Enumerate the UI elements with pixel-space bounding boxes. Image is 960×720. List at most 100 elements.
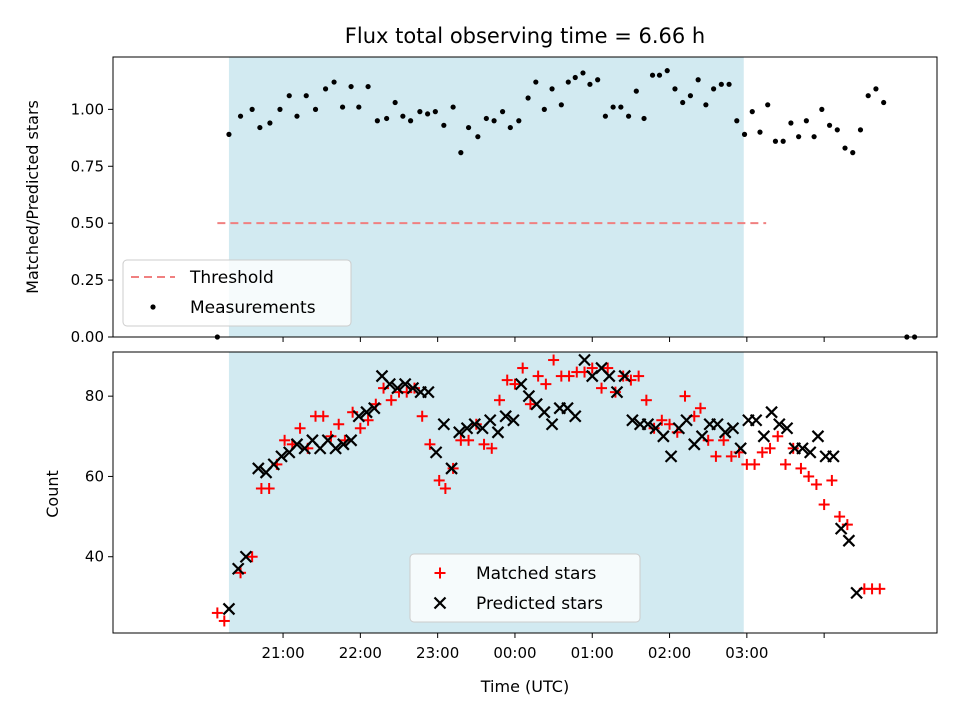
measurement-point: [475, 134, 481, 140]
predicted-star-point-b: [530, 397, 543, 411]
predicted-star-point: [765, 405, 778, 419]
predicted-star-point-b: [649, 421, 662, 435]
top-y-tick-label: 1.00: [71, 100, 104, 118]
measurement-point: [499, 109, 506, 115]
predicted-star-point: [626, 413, 639, 427]
predicted-star-point-b: [491, 426, 505, 439]
top-plot-area: 0.00 0.25 0.50 0.75 1.00 Threshold Measurement…: [71, 56, 938, 346]
predicted-star-point-b: [561, 401, 574, 415]
measurement-point: [656, 72, 663, 78]
matched-star-point: [563, 370, 575, 382]
matched-star-point: [826, 474, 838, 486]
predicted-star-point: [641, 417, 655, 431]
measurement-point: [857, 127, 864, 133]
legend-measurements-swatch: [150, 304, 156, 310]
measurement-point: [672, 86, 678, 92]
predicted-star-point-b: [711, 417, 724, 431]
predicted-star-point-b: [718, 426, 732, 439]
matched-star-point: [501, 374, 513, 386]
measurement-point: [749, 109, 755, 115]
x-tick-label: 22:00: [339, 644, 382, 662]
predicted-star-point: [850, 586, 863, 600]
measurement-point: [850, 150, 856, 156]
matched-star-point: [679, 390, 691, 402]
predicted-star-point-b: [445, 462, 458, 475]
measurement-point: [365, 83, 371, 90]
measurement-point: [384, 115, 390, 122]
legend-matched-swatch: [434, 567, 446, 579]
measurement-point: [765, 102, 771, 108]
measurement-point: [687, 93, 694, 99]
predicted-star-point-b: [695, 430, 709, 443]
top-y-tick-label: 0.00: [71, 328, 104, 346]
top-y-axis-label: Matched/Predicted stars: [23, 100, 42, 294]
predicted-star-point: [718, 426, 732, 439]
predicted-star-point-b: [329, 442, 342, 455]
predicted-star-point: [344, 434, 358, 447]
measurement-point: [695, 77, 701, 83]
predicted-star-point-b: [850, 586, 863, 600]
measurement-point: [633, 88, 639, 94]
measurement-point: [873, 86, 879, 92]
predicted-star-point-b: [765, 405, 778, 419]
predicted-star-point-b: [483, 413, 497, 427]
predicted-star-point-b: [842, 534, 856, 547]
predicted-star-point: [290, 438, 304, 451]
measurement-point: [458, 150, 464, 156]
top-y-tick-label: 0.50: [71, 214, 104, 232]
predicted-star-point: [618, 369, 631, 383]
legend-predicted-swatch-b: [433, 596, 447, 610]
predicted-star-point-b: [773, 417, 786, 431]
x-tick-label: 00:00: [493, 644, 536, 662]
measurement-point: [277, 106, 283, 112]
measurement-point: [331, 79, 337, 85]
predicted-star-point: [780, 421, 794, 435]
predicted-star-point-b: [734, 442, 747, 455]
measurement-point: [572, 74, 578, 81]
measurement-point: [788, 120, 794, 126]
matched-star-point: [818, 499, 830, 511]
measurement-point: [580, 70, 586, 76]
measurement-point: [718, 81, 724, 87]
matched-star-point: [718, 434, 730, 446]
predicted-star-point-b: [290, 438, 304, 451]
measurement-point: [249, 106, 255, 112]
legend-matched-label: Matched stars: [476, 564, 596, 584]
measurement-point: [441, 122, 447, 128]
measurement-point: [541, 106, 547, 112]
bottom-y-tick-label: 40: [85, 548, 104, 566]
matched-star-point: [803, 470, 815, 482]
predicted-star-point: [811, 430, 825, 443]
measurement-point: [516, 118, 522, 124]
bottom-legend: Matched stars Predicted stars: [409, 553, 641, 623]
measurement-point: [303, 93, 309, 99]
predicted-star-point-b: [437, 417, 451, 431]
measurement-point: [294, 113, 300, 119]
measurement-point: [734, 118, 740, 124]
predicted-star-point: [578, 353, 591, 367]
predicted-star-point-b: [522, 389, 536, 403]
matched-star-point: [602, 362, 614, 374]
predicted-star-point-b: [375, 369, 389, 383]
measurement-point: [834, 127, 840, 133]
predicted-star-point: [437, 417, 451, 431]
predicted-star-point-b: [275, 450, 288, 463]
measurement-point: [819, 106, 825, 112]
matched-star-point: [640, 394, 652, 406]
predicted-star-point-b: [602, 369, 616, 383]
predicted-star-point: [483, 413, 497, 427]
predicted-star-point: [329, 442, 342, 455]
predicted-star-point-b: [344, 434, 358, 447]
predicted-star-point-b: [757, 430, 771, 443]
measurement-point: [483, 115, 489, 122]
measurement-point: [649, 72, 656, 78]
measurement-point: [356, 104, 362, 110]
measurement-point: [432, 109, 438, 115]
matched-star-point: [246, 551, 258, 563]
matched-star-point: [795, 462, 807, 474]
measurement-point: [587, 81, 593, 87]
measurement-point: [525, 95, 531, 101]
predicted-star-point: [726, 421, 740, 435]
measurement-point: [625, 113, 632, 119]
predicted-star-point-b: [626, 413, 639, 427]
